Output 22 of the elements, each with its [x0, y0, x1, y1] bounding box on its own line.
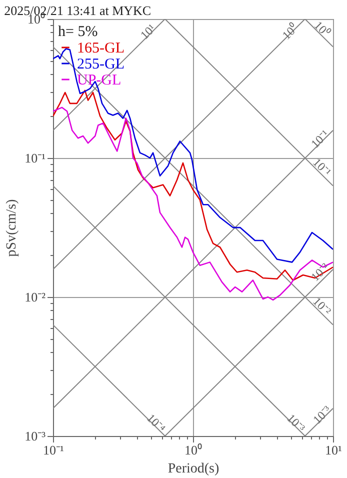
x-tick-label: 10⁰ — [184, 442, 202, 458]
annotation: 10⁻⁴ — [144, 410, 168, 436]
annotation: 10⁻³ — [284, 411, 308, 436]
x-tick-label: 10⁻¹ — [43, 442, 64, 458]
y-tick-label: 10⁻¹ — [24, 150, 46, 166]
legend-title: h= 5% — [58, 24, 98, 40]
annotation: 10¹ — [138, 20, 159, 42]
y-tick-label: 10⁻³ — [24, 428, 46, 444]
y-tick-label: 10⁻² — [24, 290, 46, 304]
y-axis-title: pSv(cm/s) — [4, 198, 20, 257]
annotation: 10⁰ — [311, 18, 333, 40]
annotation: 10⁻² — [308, 260, 332, 284]
annotation: 10⁻¹ — [310, 155, 334, 180]
x-tick-label: 10¹ — [325, 442, 342, 458]
legend-label: 165-GL — [77, 40, 124, 56]
annotation: 10⁻³ — [310, 402, 334, 427]
legend-label: UP-GL — [77, 72, 122, 88]
x-axis-title: Period(s) — [168, 462, 220, 476]
annotation: 10⁻² — [310, 294, 334, 318]
annotation: 10⁰ — [279, 21, 301, 42]
legend-label: 255-GL — [77, 56, 124, 72]
annotation: 10⁻¹ — [308, 126, 332, 151]
